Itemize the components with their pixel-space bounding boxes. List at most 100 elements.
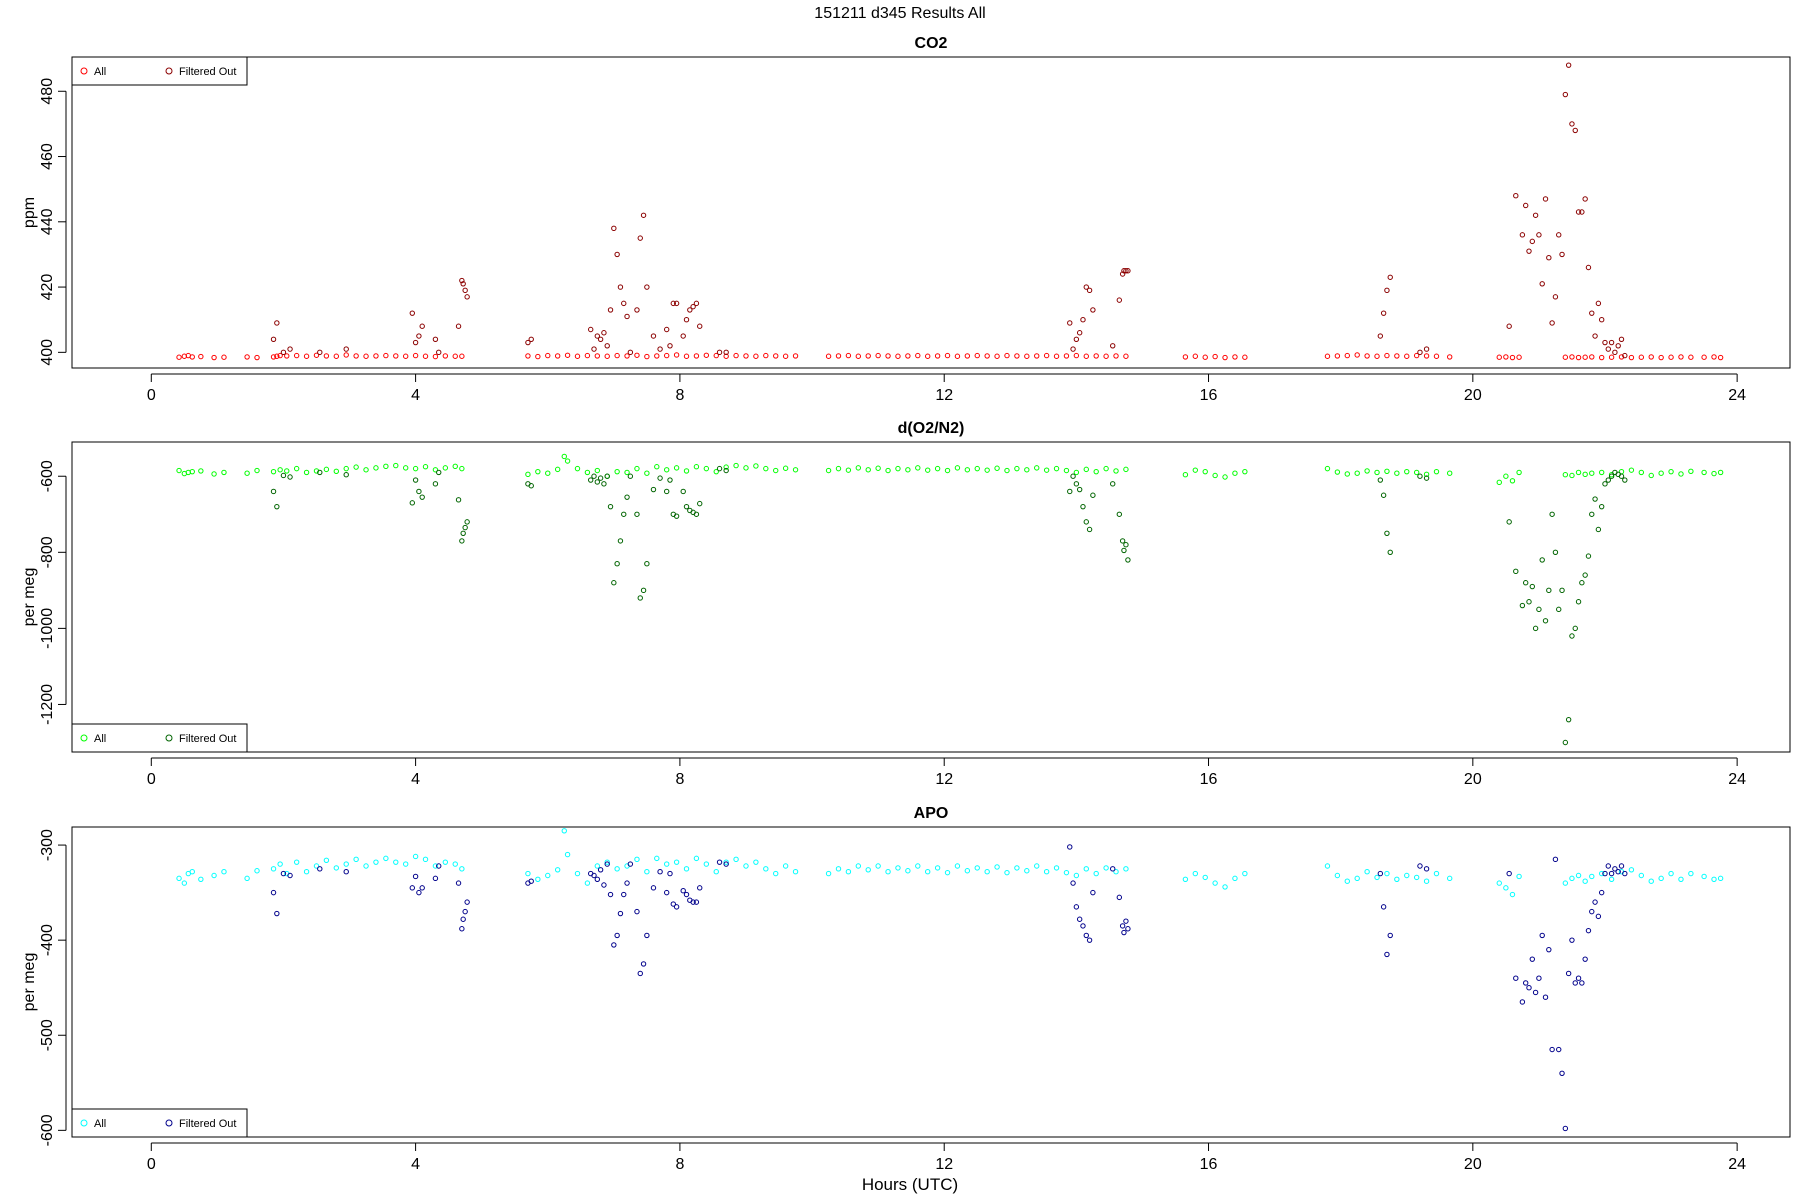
data-point [574, 353, 581, 359]
data-point [189, 468, 195, 475]
data-point [1384, 352, 1390, 359]
data-point [683, 317, 690, 323]
data-point [713, 868, 719, 875]
data-point [1539, 281, 1545, 287]
data-point [1024, 353, 1030, 359]
data-point [460, 530, 466, 536]
y-tick-label: 440 [39, 208, 56, 235]
y-tick-label: 420 [39, 274, 56, 301]
legend: All Filtered Out [71, 723, 248, 753]
data-point [1384, 287, 1390, 294]
data-point [627, 473, 634, 479]
data-point [1063, 869, 1070, 876]
data-point [313, 863, 320, 869]
data-point [1592, 333, 1598, 339]
data-point [944, 352, 951, 359]
data-point [1582, 572, 1588, 578]
data-point [1334, 353, 1341, 359]
data-point [1678, 354, 1684, 360]
data-point [343, 465, 349, 472]
data-point [673, 465, 680, 471]
data-point [363, 863, 369, 869]
data-point [885, 467, 891, 474]
data-point [254, 868, 260, 874]
data-point [462, 908, 468, 915]
data-point [1562, 91, 1569, 98]
data-point [432, 481, 439, 487]
y-tick-label: -1200 [39, 684, 56, 725]
data-point [607, 307, 614, 313]
data-point [1364, 868, 1370, 875]
data-point [663, 326, 670, 333]
data-point [855, 465, 862, 471]
data-point [1589, 354, 1595, 360]
data-point [303, 469, 310, 476]
data-point [835, 465, 842, 472]
data-point [464, 899, 470, 905]
data-point [1073, 872, 1080, 879]
data-point [1608, 473, 1615, 479]
data-point [637, 970, 643, 977]
data-point [1598, 889, 1605, 896]
data-point [683, 353, 690, 359]
data-point [535, 353, 541, 360]
data-point [1569, 633, 1575, 639]
data-point [1043, 868, 1050, 875]
data-point [1014, 865, 1020, 871]
y-tick-label: 400 [39, 339, 56, 366]
data-point [1496, 479, 1502, 486]
data-point [915, 352, 921, 359]
data-point [1417, 863, 1423, 869]
data-point [1562, 880, 1569, 886]
data-point [1549, 1046, 1555, 1053]
data-point [1014, 353, 1020, 359]
data-point [353, 353, 359, 359]
data-point [673, 904, 680, 910]
data-point [1433, 870, 1440, 877]
legend: All Filtered Out [71, 1108, 248, 1138]
data-point [964, 868, 971, 874]
data-point [293, 465, 300, 472]
data-point [733, 462, 739, 469]
data-point [1076, 916, 1083, 922]
data-point [1073, 336, 1080, 342]
data-point [1387, 549, 1393, 556]
data-point [934, 465, 941, 472]
data-point [1384, 468, 1390, 474]
data-point [1552, 856, 1559, 863]
data-point [1585, 927, 1592, 934]
data-point [280, 472, 287, 479]
data-point [934, 865, 941, 871]
data-point [667, 477, 673, 483]
data-point [1063, 467, 1070, 474]
data-point [974, 352, 980, 359]
data-point [723, 464, 729, 470]
data-point [1519, 602, 1526, 609]
data-point [419, 323, 425, 329]
data-point [455, 880, 462, 886]
legend-label: All [94, 66, 106, 78]
x-tick-label: 8 [675, 771, 684, 788]
data-point [782, 863, 789, 869]
data-point [1232, 875, 1238, 882]
data-point [835, 866, 842, 872]
data-point [1532, 625, 1539, 632]
data-point [624, 313, 630, 320]
data-point [1083, 519, 1089, 525]
data-point [1569, 937, 1575, 943]
data-point [1024, 467, 1030, 473]
data-point [1073, 481, 1080, 487]
data-point [1572, 980, 1578, 986]
data-point [1522, 980, 1529, 986]
data-point [189, 354, 195, 360]
data-point [1034, 353, 1040, 359]
data-point [528, 336, 534, 342]
data-point [1394, 353, 1400, 359]
data-point [416, 488, 422, 495]
data-point [634, 511, 640, 517]
data-point [1073, 904, 1080, 910]
data-point [1394, 876, 1400, 883]
data-point [667, 343, 673, 349]
data-point [654, 353, 660, 359]
data-point [545, 872, 551, 879]
